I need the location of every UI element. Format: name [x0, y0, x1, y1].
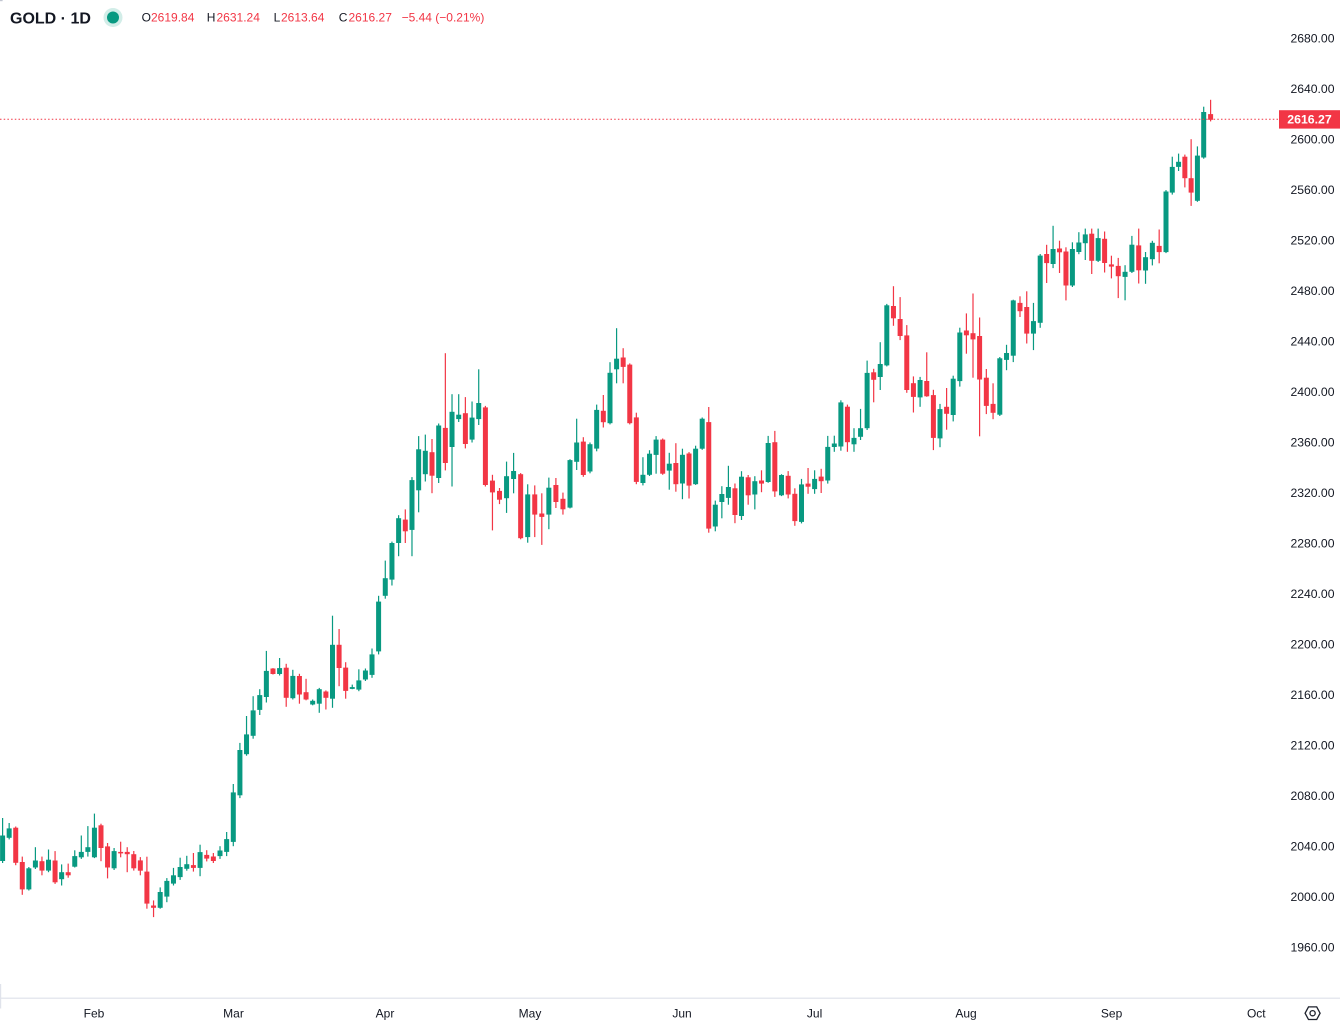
svg-text:2520.00: 2520.00 [1290, 234, 1334, 248]
svg-text:2613.64: 2613.64 [281, 11, 325, 25]
svg-text:2280.00: 2280.00 [1290, 537, 1334, 551]
svg-text:2320.00: 2320.00 [1290, 486, 1334, 500]
svg-text:2616.27: 2616.27 [1287, 113, 1332, 127]
svg-text:2080.00: 2080.00 [1290, 789, 1334, 803]
svg-text:2600.00: 2600.00 [1290, 133, 1334, 147]
svg-text:Mar: Mar [223, 1007, 244, 1021]
svg-text:2640.00: 2640.00 [1290, 82, 1334, 96]
svg-text:Jul: Jul [807, 1007, 822, 1021]
svg-text:2120.00: 2120.00 [1290, 739, 1334, 753]
svg-text:2360.00: 2360.00 [1290, 436, 1334, 450]
svg-text:L: L [274, 11, 281, 25]
svg-text:2616.27: 2616.27 [349, 11, 393, 25]
svg-text:2000.00: 2000.00 [1290, 890, 1334, 904]
svg-text:−5.44 (−0.21%): −5.44 (−0.21%) [402, 11, 485, 25]
svg-text:Aug: Aug [955, 1007, 976, 1021]
svg-text:Apr: Apr [376, 1007, 395, 1021]
svg-text:2400.00: 2400.00 [1290, 385, 1334, 399]
svg-text:Sep: Sep [1101, 1007, 1123, 1021]
svg-text:2040.00: 2040.00 [1290, 840, 1334, 854]
svg-text:May: May [519, 1007, 542, 1021]
svg-text:1960.00: 1960.00 [1290, 941, 1334, 955]
svg-text:2560.00: 2560.00 [1290, 183, 1334, 197]
svg-text:GOLD · 1D: GOLD · 1D [10, 11, 91, 28]
svg-text:2240.00: 2240.00 [1290, 587, 1334, 601]
svg-text:2480.00: 2480.00 [1290, 284, 1334, 298]
svg-text:2680.00: 2680.00 [1290, 32, 1334, 46]
svg-text:2619.84: 2619.84 [151, 11, 195, 25]
svg-text:2160.00: 2160.00 [1290, 688, 1334, 702]
svg-text:2200.00: 2200.00 [1290, 638, 1334, 652]
svg-text:2631.24: 2631.24 [217, 11, 261, 25]
svg-text:Jun: Jun [672, 1007, 691, 1021]
svg-text:O: O [142, 11, 151, 25]
svg-text:2440.00: 2440.00 [1290, 335, 1334, 349]
svg-text:Oct: Oct [1247, 1007, 1266, 1021]
svg-text:H: H [207, 11, 216, 25]
svg-text:Feb: Feb [84, 1007, 105, 1021]
svg-text:C: C [339, 11, 348, 25]
